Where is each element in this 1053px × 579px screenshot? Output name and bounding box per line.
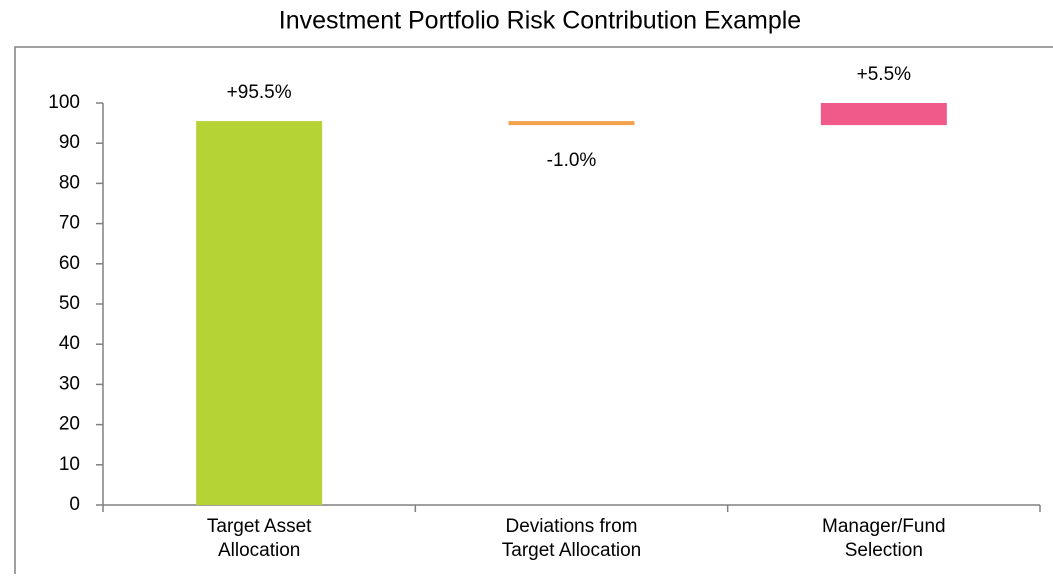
y-tick-label: 0 xyxy=(69,494,80,515)
chart-frame xyxy=(14,46,1053,579)
y-tick-label: 50 xyxy=(59,293,80,314)
y-tick-label: 60 xyxy=(59,253,80,274)
y-tick-label: 30 xyxy=(59,373,80,394)
bar xyxy=(196,121,323,505)
bar xyxy=(820,103,947,126)
y-tick-label: 20 xyxy=(59,414,80,435)
x-tick-label: Manager/Fund Selection xyxy=(822,516,946,561)
value-label: +5.5% xyxy=(857,64,912,85)
chart-title: Investment Portfolio Risk Contribution E… xyxy=(279,7,801,35)
y-tick-label: 70 xyxy=(59,213,80,234)
value-label: +95.5% xyxy=(227,82,292,103)
y-tick-label: 40 xyxy=(59,333,80,354)
y-tick-label: 90 xyxy=(59,132,80,153)
y-tick-label: 100 xyxy=(48,92,80,113)
value-label: -1.0% xyxy=(547,150,597,171)
y-tick-label: 10 xyxy=(59,454,80,475)
bar xyxy=(508,121,635,126)
x-tick-label: Deviations from Target Allocation xyxy=(502,516,641,561)
x-tick-label: Target Asset Allocation xyxy=(207,516,312,561)
y-tick-label: 80 xyxy=(59,172,80,193)
